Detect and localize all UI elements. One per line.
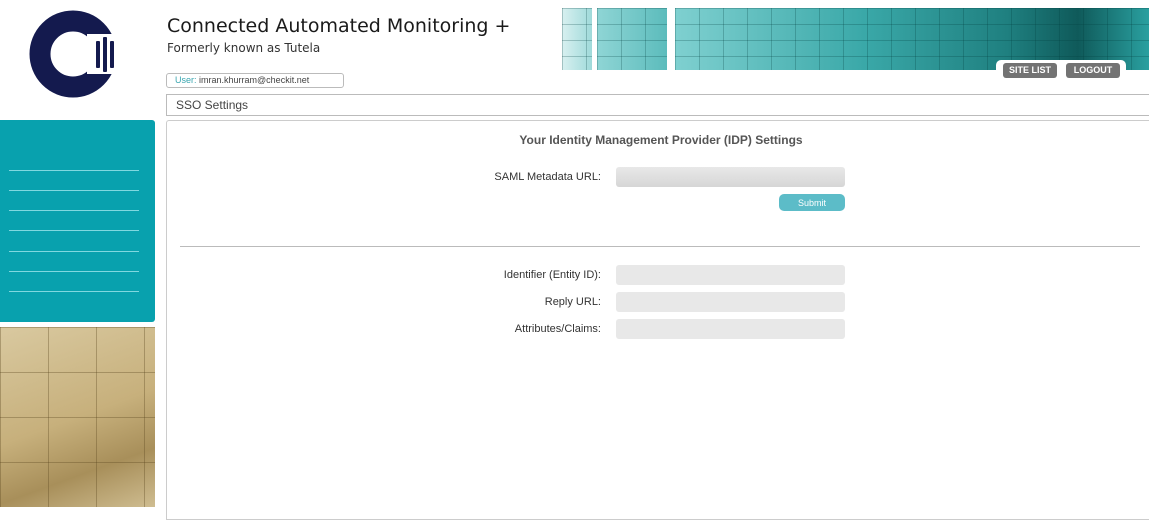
form-heading: Your Identity Management Provider (IDP) … [519, 133, 803, 147]
sidebar-item[interactable] [9, 190, 139, 191]
saml-label: SAML Metadata URL: [494, 171, 601, 183]
saml-metadata-url-input[interactable] [616, 167, 845, 187]
user-email: imran.khurram@checkit.net [199, 75, 310, 85]
banner-image [562, 8, 592, 70]
sidebar-item[interactable] [9, 271, 139, 272]
banner-image [597, 8, 667, 70]
app-subtitle: Formerly known as Tutela [167, 41, 321, 55]
sidebar-item[interactable] [9, 230, 139, 231]
sidebar-menu [0, 120, 155, 322]
logout-button[interactable]: LOGOUT [1066, 63, 1120, 78]
sidebar-item[interactable] [9, 210, 139, 211]
identifier-label: Identifier (Entity ID): [503, 269, 601, 281]
user-info: User: imran.khurram@checkit.net [166, 73, 344, 88]
divider [180, 246, 1140, 247]
sidebar-item[interactable] [9, 291, 139, 292]
site-list-button[interactable]: SITE LIST [1003, 63, 1057, 78]
reply-url-input[interactable] [616, 292, 845, 312]
user-label: User: [175, 75, 197, 85]
banner-image [675, 8, 1149, 70]
sidebar-item[interactable] [9, 170, 139, 171]
attributes-label: Attributes/Claims: [514, 323, 601, 335]
attributes-input[interactable] [616, 319, 845, 339]
checkit-logo [29, 10, 117, 98]
reply-url-label: Reply URL: [544, 296, 601, 308]
app-title: Connected Automated Monitoring + [167, 15, 511, 37]
breadcrumb: SSO Settings [166, 94, 1149, 116]
submit-button[interactable]: Submit [779, 194, 845, 211]
sidebar-image [0, 327, 155, 507]
sidebar-item[interactable] [9, 251, 139, 252]
identifier-input[interactable] [616, 265, 845, 285]
